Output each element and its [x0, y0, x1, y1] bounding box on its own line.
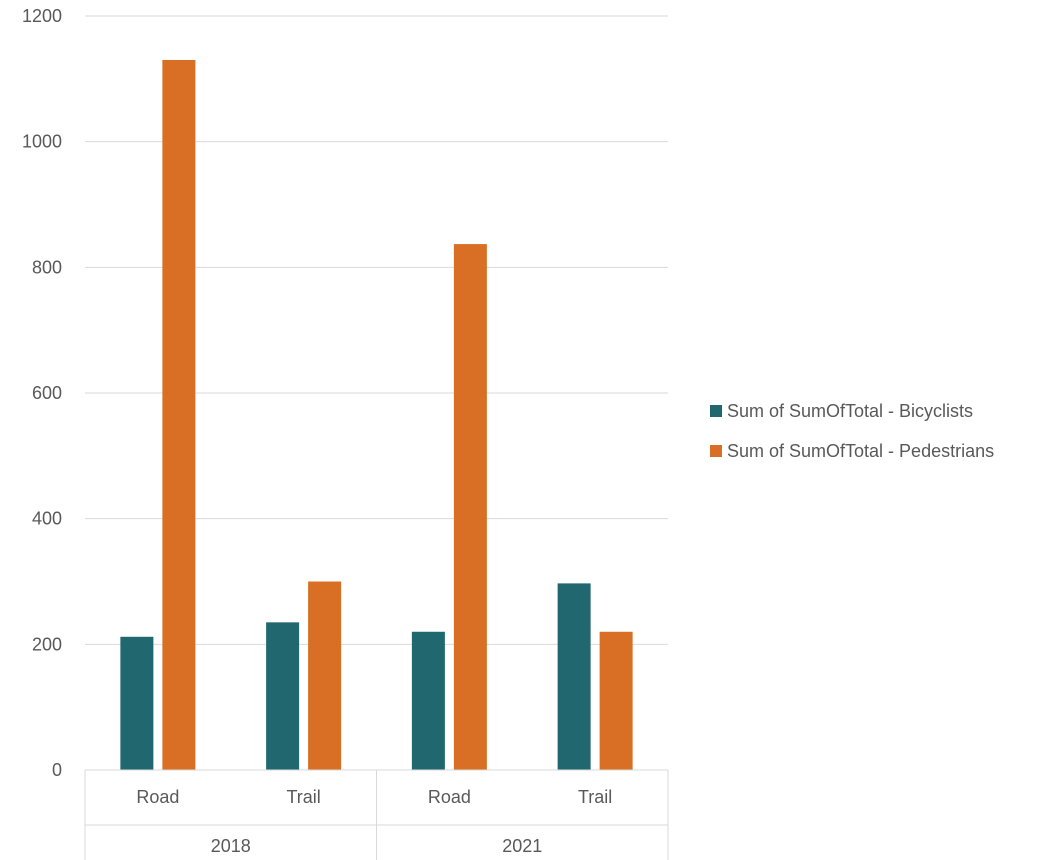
- bar-pedestrians-1: [308, 581, 342, 770]
- y-axis-ticks: 0 200 400 600 800 1000 1200: [22, 6, 62, 780]
- legend-swatch-bicyclists: [710, 405, 722, 417]
- bar-bicyclists-3: [557, 583, 591, 770]
- bar-pedestrians-2: [453, 244, 487, 770]
- x-category-label: Trail: [286, 787, 320, 807]
- bars: [120, 59, 633, 770]
- x-group-label-2018: 2018: [211, 836, 251, 856]
- legend-swatch-pedestrians: [710, 445, 722, 457]
- x-category-label: Trail: [578, 787, 612, 807]
- y-tick-label: 800: [32, 257, 62, 277]
- legend-item-pedestrians: Sum of SumOfTotal - Pedestrians: [710, 438, 994, 464]
- x-axis: Road Trail Road Trail 2018 2021: [84, 769, 669, 860]
- bar-pedestrians-0: [162, 59, 196, 770]
- x-group-label-2021: 2021: [502, 836, 542, 856]
- y-tick-label: 1000: [22, 132, 62, 152]
- bar-bicyclists-2: [411, 631, 445, 770]
- legend-item-bicyclists: Sum of SumOfTotal - Bicyclists: [710, 398, 994, 424]
- y-tick-label: 600: [32, 383, 62, 403]
- bar-pedestrians-3: [599, 631, 633, 770]
- legend-label-pedestrians: Sum of SumOfTotal - Pedestrians: [727, 440, 995, 461]
- legend: Sum of SumOfTotal - Bicyclists Sum of Su…: [710, 398, 994, 478]
- y-tick-label: 1200: [22, 6, 62, 26]
- x-category-label: Road: [428, 787, 471, 807]
- legend-label-bicyclists: Sum of SumOfTotal - Bicyclists: [727, 400, 974, 421]
- bar-bicyclists-1: [266, 622, 300, 770]
- y-tick-label: 0: [52, 760, 62, 780]
- y-tick-label: 400: [32, 509, 62, 529]
- x-category-label: Road: [136, 787, 179, 807]
- bar-bicyclists-0: [120, 636, 154, 770]
- y-tick-label: 200: [32, 634, 62, 654]
